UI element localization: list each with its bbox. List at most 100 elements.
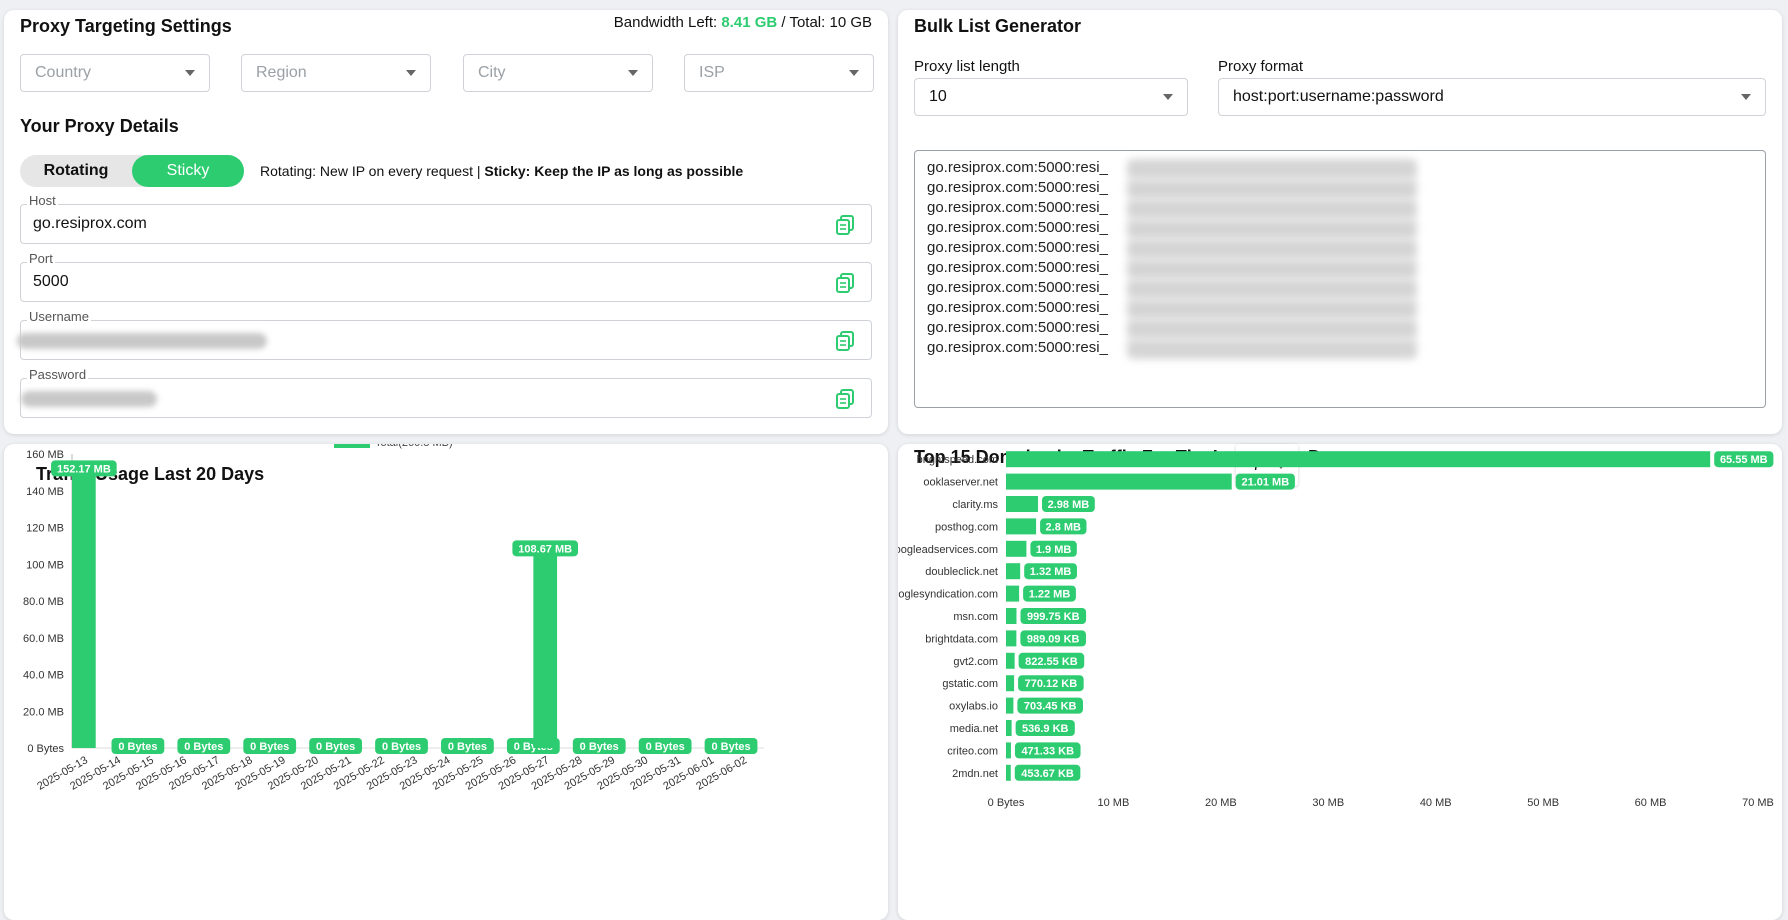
password-field[interactable]: Password	[20, 367, 872, 418]
y-tick-label: 60.0 MB	[23, 633, 64, 645]
list-length-select[interactable]: 10	[914, 78, 1188, 116]
y-tick-label: 120 MB	[26, 523, 64, 535]
toggle-rotating[interactable]: Rotating	[43, 162, 109, 179]
copy-icon[interactable]	[835, 272, 855, 294]
y-tick-label: criteo.com	[947, 745, 998, 757]
format-label: Proxy format	[1218, 58, 1304, 75]
y-tick-label: media.net	[950, 723, 998, 735]
legend-label: Total(260.8 MB)	[375, 444, 453, 449]
username-field[interactable]: Username	[17, 309, 872, 360]
country-select[interactable]: Country	[20, 54, 210, 92]
redacted-credentials	[1127, 339, 1417, 359]
bar-data-label: 108.67 MB	[518, 543, 572, 555]
bar-data-label-bg	[111, 738, 165, 754]
bar	[72, 468, 96, 748]
bar	[1006, 720, 1012, 736]
bar-data-label-bg	[441, 738, 494, 754]
bar-data-label: 0 Bytes	[646, 741, 685, 753]
y-tick-label: 20.0 MB	[23, 706, 64, 718]
y-tick-label: 40.0 MB	[23, 670, 64, 682]
region-select[interactable]: Region	[241, 54, 431, 92]
bar	[1006, 608, 1017, 624]
redacted-credentials	[1127, 179, 1417, 199]
proxy-list-line: go.resiprox.com:5000:resi_	[927, 299, 1417, 319]
x-tick-label: 60 MB	[1635, 797, 1667, 809]
y-tick-label: ooklaserver.net	[923, 477, 998, 489]
bar	[1006, 675, 1015, 692]
toggle-sticky[interactable]: Sticky	[132, 155, 244, 187]
city-select[interactable]: City	[463, 54, 653, 92]
x-tick-label: 50 MB	[1527, 797, 1559, 809]
bar-data-label-bg	[704, 738, 758, 754]
bar-data-label-bg	[1023, 585, 1076, 602]
x-tick-label: 40 MB	[1420, 797, 1452, 809]
bar-data-label: 0 Bytes	[250, 741, 289, 753]
x-tick-label: 70 MB	[1742, 797, 1774, 809]
toggle-desc-plain: Rotating: New IP on every request |	[260, 163, 485, 179]
x-tick-label: 20 MB	[1205, 797, 1237, 809]
proxy-list-line: go.resiprox.com:5000:resi_	[927, 199, 1417, 219]
x-tick-label: 10 MB	[1098, 797, 1130, 809]
redacted-credentials	[1127, 159, 1417, 179]
y-tick-label: 160 MB	[26, 449, 64, 461]
host-field[interactable]: Host go.resiprox.com	[20, 193, 872, 244]
host-label: Host	[27, 193, 58, 208]
proxy-list-line: go.resiprox.com:5000:resi_	[927, 339, 1417, 359]
bar	[1006, 742, 1011, 759]
proxy-list-line: go.resiprox.com:5000:resi_	[927, 319, 1417, 339]
bandwidth-info: Bandwidth Left: 8.41 GB / Total: 10 GB	[614, 14, 872, 31]
bulk-list-card: Bulk List Generator Proxy list length 10…	[898, 10, 1782, 434]
bar-data-label-bg	[1235, 473, 1295, 490]
details-title: Your Proxy Details	[20, 116, 179, 136]
bar-data-label: 703.45 KB	[1024, 701, 1077, 713]
y-tick-label: 80.0 MB	[23, 596, 64, 608]
redacted-credentials	[1127, 279, 1417, 299]
rotation-toggle[interactable]: Rotating Sticky	[20, 155, 244, 187]
redacted-credentials	[1127, 259, 1417, 279]
bar	[1006, 652, 1015, 669]
bar	[1006, 585, 1020, 602]
proxy-list-textarea[interactable]: go.resiprox.com:5000:resi_ go.resiprox.co…	[914, 150, 1766, 408]
region-placeholder: Region	[256, 64, 307, 81]
bar	[1006, 496, 1039, 512]
bar-data-label-bg	[638, 738, 692, 754]
proxy-list-line: go.resiprox.com:5000:resi_	[927, 259, 1417, 279]
bulk-title: Bulk List Generator	[914, 16, 1082, 36]
toggle-desc-bold: Sticky: Keep the IP as long as possible	[484, 163, 744, 179]
redacted-credentials	[1127, 319, 1417, 339]
x-tick-label: 0 Bytes	[988, 797, 1025, 809]
y-tick-label: googlesyndication.com	[898, 589, 998, 601]
bar-data-label: 0 Bytes	[118, 741, 157, 753]
proxy-format-select[interactable]: host:port:username:password	[1218, 78, 1766, 116]
copy-icon[interactable]	[835, 330, 855, 352]
y-tick-label: 140 MB	[26, 486, 64, 498]
bar-data-label-bg	[1014, 742, 1081, 759]
bar-data-label-bg	[1042, 496, 1095, 512]
port-field[interactable]: Port 5000	[20, 251, 872, 302]
x-tick-label: 30 MB	[1312, 797, 1344, 809]
y-tick-label: googleadservices.com	[898, 544, 998, 556]
copy-icon[interactable]	[835, 388, 855, 410]
bar-data-label: 0 Bytes	[580, 741, 619, 753]
bar-data-label: 0 Bytes	[448, 741, 487, 753]
bar	[1006, 473, 1232, 490]
proxy-list-line: go.resiprox.com:5000:resi_	[927, 279, 1417, 299]
isp-select[interactable]: ISP	[684, 54, 874, 92]
bar	[1006, 540, 1027, 557]
redacted-credentials	[1127, 239, 1417, 259]
bar-data-label-bg	[309, 738, 363, 754]
bar-data-label: 0 Bytes	[316, 741, 355, 753]
password-label: Password	[27, 367, 89, 382]
y-tick-label: 2mdn.net	[952, 768, 998, 780]
bar-data-label: 453.67 KB	[1021, 768, 1074, 780]
copy-icon[interactable]	[835, 214, 855, 236]
bar-data-label-bg	[177, 738, 231, 754]
traffic-chart: Total(260.8 MB) 0 Bytes 20.0 MB 40.0 MB 60.0…	[23, 444, 764, 793]
username-label: Username	[27, 309, 91, 324]
bar-data-label: 989.09 KB	[1027, 633, 1080, 645]
toggle-description: Rotating: New IP on every request | Stic…	[260, 163, 743, 179]
bar-data-label: 152.17 MB	[57, 463, 111, 475]
bar-data-label: 1.9 MB	[1036, 544, 1072, 556]
bar-data-label: 1.22 MB	[1029, 589, 1071, 601]
y-tick-label: oxylabs.io	[949, 701, 998, 713]
